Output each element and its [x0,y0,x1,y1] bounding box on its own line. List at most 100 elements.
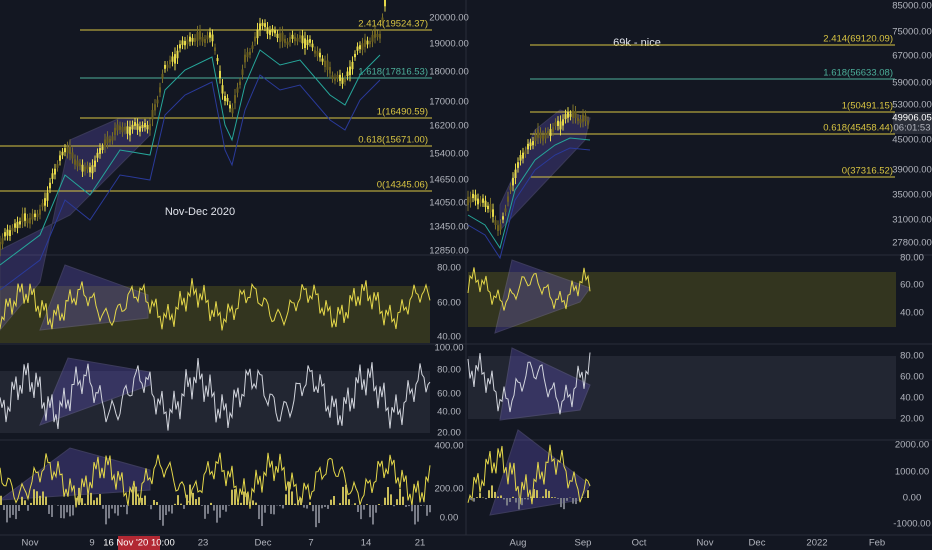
candle [189,36,191,42]
histogram-bar [84,503,86,505]
candle [29,217,31,224]
candle [324,60,326,68]
histogram-bar [294,503,296,505]
candle [104,139,106,148]
candle [121,126,124,133]
time-label: 7 [308,538,313,549]
axis-label: 60.00 [900,280,924,291]
candle [306,39,309,46]
time-label: Dec [255,538,272,549]
candle [99,148,101,154]
axis-label: 80.00 [437,365,461,376]
histogram-bar [554,497,556,498]
axis-label: 31000.00 [892,215,932,226]
histogram-bar [267,505,269,506]
annotation: Nov-Dec 2020 [165,206,235,218]
histogram-bar [219,505,221,518]
histogram-bar [183,505,185,509]
candle [294,36,296,42]
histogram-bar [75,497,77,505]
histogram-bar [168,505,170,512]
histogram-bar [177,495,179,505]
candle [216,58,219,62]
candle [527,143,529,150]
axis-label: 1000.00 [895,467,929,478]
histogram-bar [150,505,152,510]
candle [44,198,46,206]
candle [199,31,201,40]
candle [139,126,141,132]
histogram-bar [144,495,146,505]
candle [106,136,109,144]
histogram-bar [515,498,517,503]
candle [244,54,246,63]
candle [239,81,241,85]
candle [9,230,11,237]
candle [549,129,552,136]
candle [517,162,519,168]
histogram-bar [117,505,119,516]
histogram-bar [111,505,113,509]
histogram-bar [548,490,550,498]
candle [94,160,96,167]
histogram-bar [542,496,544,498]
candle [379,33,381,39]
candle [304,38,306,48]
axis-label: 400.00 [434,441,463,452]
histogram-bar [126,505,128,515]
candle [176,50,179,59]
axis-label: 0.00 [903,493,922,504]
candle [181,40,184,45]
candle [487,205,489,210]
candle [572,110,574,118]
candle [186,39,189,45]
candle [504,208,507,213]
histogram-bar [132,486,134,505]
candle [552,127,554,132]
histogram-bar [551,497,553,498]
drawing [39,264,149,331]
candle [16,221,19,229]
histogram-bar [213,505,215,511]
candle [286,41,289,45]
candle [134,122,136,126]
histogram-bar [204,505,206,519]
histogram-bar [159,505,161,521]
indicator-line [0,358,431,431]
candle [366,40,369,45]
drawing [0,447,151,501]
histogram-bar [228,505,230,506]
candle [564,114,567,120]
time-label: Sep [575,538,592,549]
axis-label: 20.00 [900,414,924,425]
candle [209,32,211,38]
histogram-bar [33,489,35,505]
candle [51,173,54,179]
candle [11,227,14,232]
time-label: Feb [869,538,885,549]
candle [144,123,146,128]
candle [469,196,472,203]
candle [46,192,49,201]
histogram-bar [485,498,487,500]
axis-label: 40.00 [900,308,924,319]
candle [254,36,256,42]
fib-label: 0.618(15671.00) [358,135,428,146]
axis-label: 20.00 [437,428,461,439]
histogram-bar [473,498,475,502]
axis-label: 60.00 [900,372,924,383]
candle [96,152,99,158]
histogram-bar [3,505,5,511]
countdown: 06:01:53 [894,123,931,134]
axis-label: -1000.00 [893,519,931,530]
candle [241,69,244,75]
candle [274,30,276,34]
time-label: 21 [415,538,426,549]
histogram-bar [387,487,389,505]
candle [256,29,259,39]
candle [512,177,514,186]
histogram-bar [566,498,568,501]
time-label: Aug [510,538,527,549]
axis-label: 16200.00 [429,121,469,132]
